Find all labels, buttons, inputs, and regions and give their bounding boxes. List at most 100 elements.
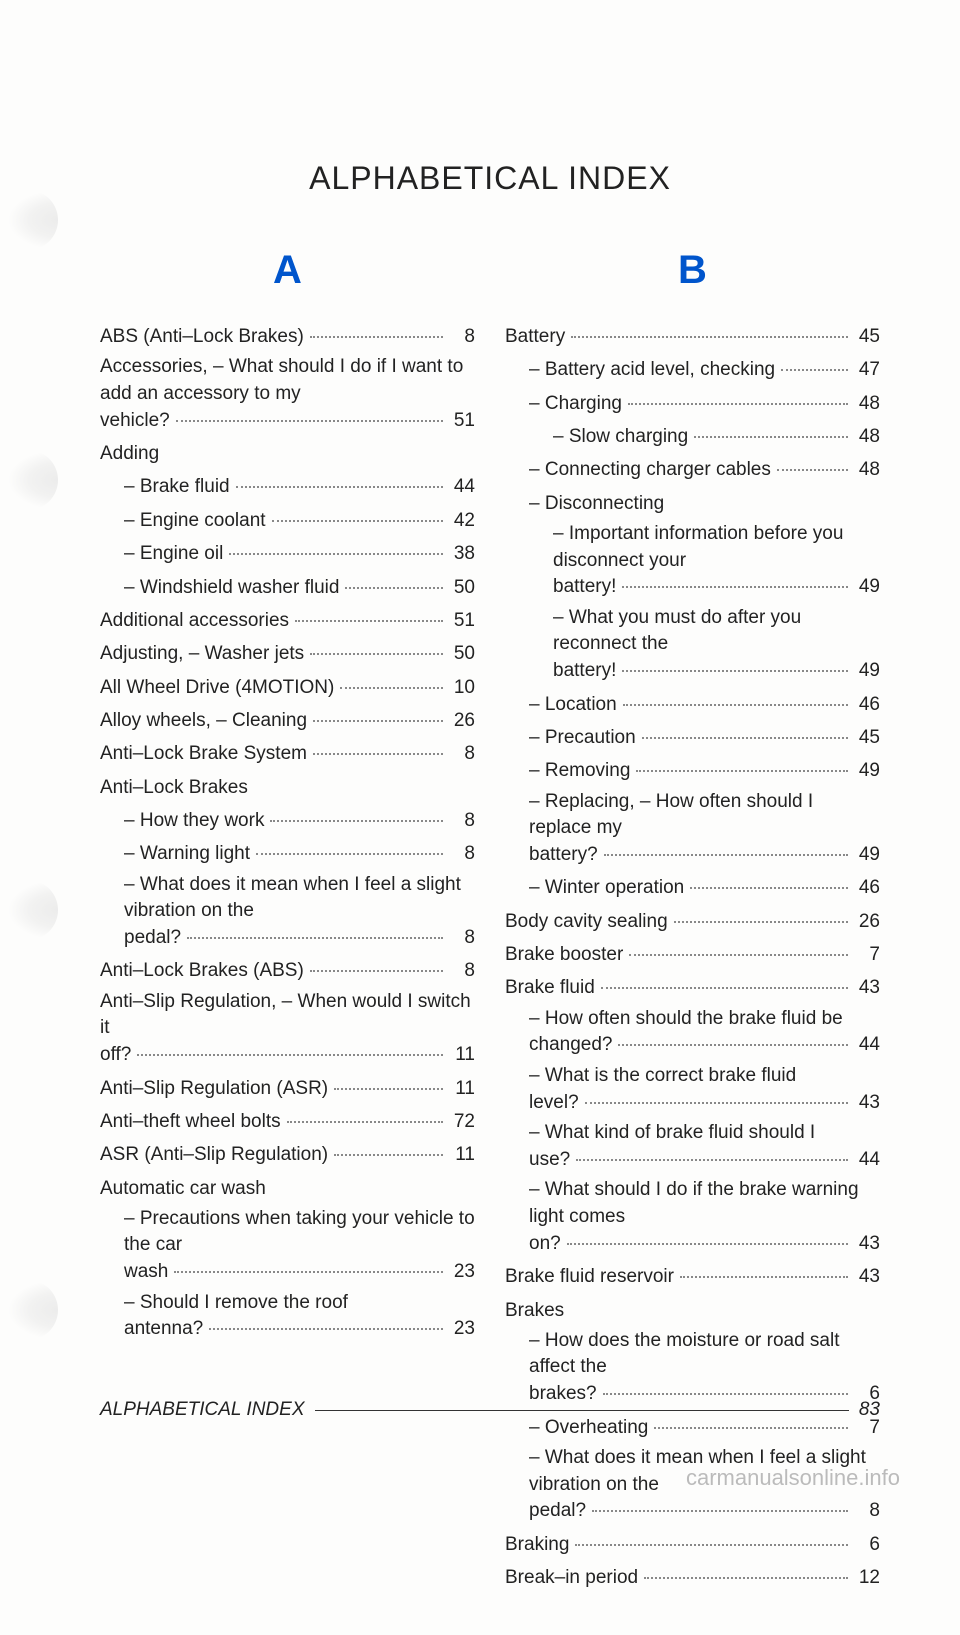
leader-dots: [310, 653, 443, 655]
footer-label: ALPHABETICAL INDEX: [100, 1399, 305, 1421]
entry-page: 10: [449, 672, 475, 703]
entry-page: 49: [854, 842, 880, 869]
entry-page: 49: [854, 658, 880, 685]
leader-dots: [295, 620, 443, 622]
entry-page: 45: [854, 722, 880, 753]
entry-page: 43: [854, 1090, 880, 1117]
entry-page: 43: [854, 1261, 880, 1292]
index-group: – Disconnecting: [505, 488, 880, 519]
index-entry: – Replacing, – How often should I replac…: [505, 789, 880, 869]
entry-label: Body cavity sealing: [505, 906, 668, 937]
index-entry: – What should I do if the brake warning …: [505, 1177, 880, 1257]
leader-dots: [680, 1276, 848, 1278]
leader-dots: [137, 1054, 443, 1056]
index-group: Anti–Lock Brakes: [100, 772, 475, 803]
leader-dots: [690, 887, 848, 889]
index-entry: Anti–Lock Brakes (ABS)8: [100, 955, 475, 986]
entry-label: – Charging: [529, 388, 622, 419]
entry-label: Additional accessories: [100, 605, 289, 636]
index-entry: Anti–Slip Regulation (ASR)11: [100, 1073, 475, 1104]
entry-label: – Winter operation: [529, 872, 684, 903]
entry-page: 72: [449, 1106, 475, 1137]
leader-dots: [571, 336, 848, 338]
entry-label-tail: on?: [529, 1231, 561, 1258]
index-entry: – Warning light 8: [100, 838, 475, 869]
index-entry: – Important information before you disco…: [505, 521, 880, 601]
leader-dots: [345, 587, 443, 589]
index-entry: Anti–theft wheel bolts 72: [100, 1106, 475, 1137]
entry-label: – Warning light: [124, 838, 250, 869]
index-entry: – What kind of brake fluid should Iuse?4…: [505, 1120, 880, 1173]
entry-page: 11: [449, 1139, 475, 1170]
entry-label-tail: antenna?: [124, 1316, 203, 1343]
leader-dots: [334, 1154, 443, 1156]
entry-page: 6: [854, 1529, 880, 1560]
entry-page: 11: [449, 1073, 475, 1104]
leader-dots: [575, 1544, 848, 1546]
index-entry: Battery 45: [505, 321, 880, 352]
entry-page: 48: [854, 421, 880, 452]
leader-dots: [628, 403, 848, 405]
entry-label-tail: battery!: [553, 574, 616, 601]
index-entry: – Battery acid level, checking47: [505, 354, 880, 385]
index-entry: Brake fluid reservoir43: [505, 1261, 880, 1292]
footer-rule: [315, 1410, 849, 1411]
entry-page: 8: [449, 321, 475, 352]
entry-label: – Removing: [529, 755, 630, 786]
leader-dots: [209, 1328, 443, 1330]
entry-label: Anti–Slip Regulation, – When would I swi…: [100, 989, 475, 1042]
leader-dots: [623, 704, 848, 706]
entry-page: 26: [854, 906, 880, 937]
entry-label: – How does the moisture or road salt aff…: [529, 1328, 880, 1381]
leader-dots: [777, 469, 848, 471]
entry-label: Battery: [505, 321, 565, 352]
leader-dots: [636, 770, 848, 772]
entry-label: ABS (Anti–Lock Brakes): [100, 321, 304, 352]
entry-page: 8: [449, 838, 475, 869]
entry-page: 50: [449, 572, 475, 603]
entry-page: 43: [854, 1231, 880, 1258]
section-letter-b: B: [505, 237, 880, 303]
entry-label: – What does it mean when I feel a slight…: [124, 872, 475, 925]
entry-page: 45: [854, 321, 880, 352]
entry-label: – Battery acid level, checking: [529, 354, 775, 385]
leader-dots: [781, 369, 848, 371]
leader-dots: [340, 687, 443, 689]
entry-label: Anti–theft wheel bolts: [100, 1106, 281, 1137]
entry-label: Braking: [505, 1529, 569, 1560]
watermark-text: carmanualsonline.info: [686, 1465, 900, 1491]
entry-label: – How often should the brake fluid be: [529, 1006, 880, 1033]
index-entry: Accessories, – What should I do if I wan…: [100, 354, 475, 434]
index-entry: – Winter operation 46: [505, 872, 880, 903]
entry-page: 44: [449, 471, 475, 502]
entry-label: Adjusting, – Washer jets: [100, 638, 304, 669]
leader-dots: [592, 1510, 848, 1512]
entry-label: – Windshield washer fluid: [124, 572, 339, 603]
entry-label: Brake booster: [505, 939, 623, 970]
index-entry: – Windshield washer fluid 50: [100, 572, 475, 603]
leader-dots: [313, 720, 443, 722]
entry-label: Anti–Lock Brakes (ABS): [100, 955, 304, 986]
leader-dots: [674, 921, 848, 923]
index-entry: Body cavity sealing 26: [505, 906, 880, 937]
index-entry: Braking 6: [505, 1529, 880, 1560]
entry-page: 43: [854, 972, 880, 1003]
index-group: Adding: [100, 438, 475, 469]
entry-label-tail: battery!: [553, 658, 616, 685]
index-group: Automatic car wash: [100, 1173, 475, 1204]
index-entry: – Precaution45: [505, 722, 880, 753]
entry-label-tail: wash: [124, 1259, 168, 1286]
index-entry: Anti–Slip Regulation, – When would I swi…: [100, 989, 475, 1069]
index-group: Brakes: [505, 1295, 880, 1326]
entry-page: 46: [854, 872, 880, 903]
entry-label: – Connecting charger cables: [529, 454, 771, 485]
leader-dots: [618, 1044, 848, 1046]
entry-page: 49: [854, 755, 880, 786]
leader-dots: [601, 987, 848, 989]
entry-label: Anti–Lock Brake System: [100, 738, 307, 769]
index-entry: – What does it mean when I feel a slight…: [100, 872, 475, 952]
entry-page: 26: [449, 705, 475, 736]
entry-page: 46: [854, 689, 880, 720]
entry-label: – Should I remove the roof: [124, 1290, 475, 1317]
entry-label: – Location: [529, 689, 617, 720]
